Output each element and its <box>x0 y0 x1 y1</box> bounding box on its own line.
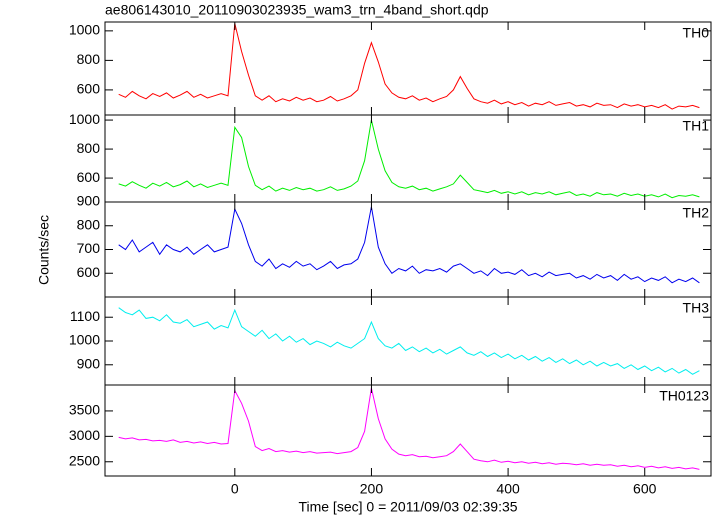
y-tick-label: 2500 <box>69 452 100 468</box>
y-tick-label: 1000 <box>69 332 100 348</box>
x-axis-label: Time [sec] 0 = 2011/09/03 02:39:35 <box>298 499 517 515</box>
y-tick-label: 900 <box>77 193 101 209</box>
panel-frame <box>104 114 712 203</box>
y-tick-label: 1000 <box>69 111 100 127</box>
x-tick-label: 200 <box>360 481 384 497</box>
light-curve <box>118 119 700 199</box>
y-tick-label: 3000 <box>69 427 100 443</box>
y-tick-label: 3500 <box>69 402 100 418</box>
light-curve <box>118 23 700 110</box>
chart-title: ae806143010_20110903023935_wam3_trn_4ban… <box>105 2 489 18</box>
panel-frame <box>104 201 712 298</box>
y-tick-label: 800 <box>77 216 101 232</box>
x-tick-label: 600 <box>633 481 657 497</box>
panel-frame <box>104 384 712 477</box>
y-tick-label: 600 <box>77 169 101 185</box>
y-tick-label: 700 <box>77 240 101 256</box>
y-tick-label: 1100 <box>70 308 100 324</box>
y-axis-label: Counts/sec <box>36 215 52 285</box>
panel-label: TH2 <box>683 205 710 221</box>
y-tick-label: 600 <box>77 264 101 280</box>
light-curve <box>118 206 700 284</box>
panel-label: TH0123 <box>659 388 709 404</box>
y-tick-label: 800 <box>77 140 101 156</box>
light-curve <box>118 387 700 470</box>
panel-label: TH3 <box>683 300 710 316</box>
y-tick-label: 1000 <box>69 22 100 38</box>
x-tick-label: 0 <box>231 481 239 497</box>
y-tick-label: 600 <box>77 81 101 97</box>
panel-label: TH1 <box>683 118 710 134</box>
panel-frame <box>104 21 712 116</box>
panel-label: TH0 <box>683 25 710 41</box>
y-tick-label: 800 <box>77 51 101 67</box>
light-curve <box>118 307 700 375</box>
x-tick-label: 400 <box>496 481 520 497</box>
panel-frame <box>104 296 712 386</box>
y-tick-label: 900 <box>77 355 101 371</box>
